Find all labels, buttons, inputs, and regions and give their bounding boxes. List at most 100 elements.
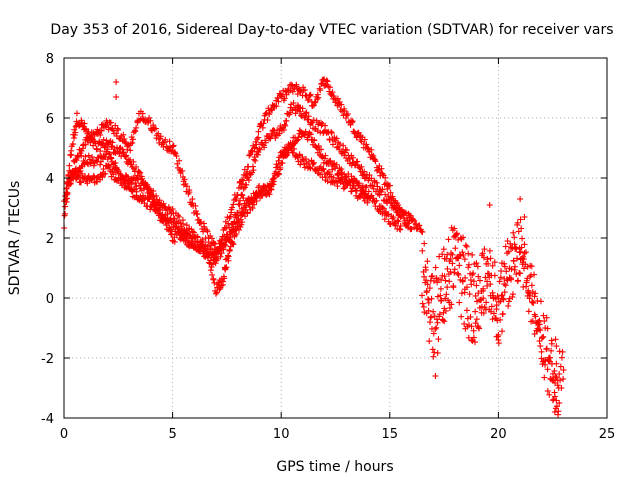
data-point-marker	[447, 268, 454, 275]
data-point-marker	[503, 268, 510, 275]
data-point-marker	[509, 291, 516, 298]
data-point-marker	[425, 299, 432, 306]
data-point-marker	[480, 295, 487, 302]
data-point-marker	[343, 112, 350, 119]
data-point-marker	[328, 129, 335, 136]
data-point-marker	[307, 165, 314, 172]
data-point-marker	[189, 196, 196, 203]
data-point-marker	[330, 174, 337, 181]
data-point-marker	[305, 113, 312, 120]
data-point-marker	[505, 298, 512, 305]
data-point-marker	[336, 141, 343, 148]
data-point-marker	[446, 278, 453, 285]
series-track-f	[419, 235, 563, 418]
data-point-marker	[560, 367, 567, 373]
x-tick-label: 15	[382, 427, 399, 442]
data-point-marker	[194, 211, 201, 218]
data-point-marker	[365, 196, 372, 202]
data-point-marker	[504, 238, 511, 245]
data-point-marker	[244, 210, 251, 217]
data-point-marker	[528, 282, 535, 289]
data-point-marker	[551, 409, 558, 415]
data-point-marker	[165, 218, 172, 225]
data-point-marker	[531, 293, 538, 300]
data-point-marker	[513, 246, 520, 253]
data-point-marker	[312, 166, 319, 173]
data-point-marker	[414, 225, 421, 232]
y-tick-label: 4	[46, 172, 54, 187]
data-point-marker	[462, 242, 469, 249]
data-point-marker	[239, 211, 246, 218]
data-point-marker	[526, 295, 533, 302]
data-point-marker	[495, 337, 502, 343]
data-point-marker	[456, 262, 463, 269]
data-point-marker	[448, 301, 455, 308]
data-point-marker	[518, 225, 525, 232]
data-point-marker	[364, 144, 371, 151]
y-axis-title: SDTVAR / TECUs	[7, 181, 23, 296]
data-point-marker	[396, 225, 403, 232]
data-point-marker	[553, 374, 560, 381]
data-point-marker	[183, 183, 190, 190]
data-point-marker	[478, 303, 485, 310]
data-point-marker	[426, 285, 433, 292]
data-point-marker	[421, 240, 428, 247]
data-point-marker	[274, 171, 281, 178]
data-point-marker	[64, 190, 71, 197]
data-point-marker	[502, 282, 509, 289]
data-point-marker	[211, 253, 218, 260]
data-point-marker	[212, 290, 219, 297]
data-point-marker	[382, 191, 389, 198]
data-point-marker	[425, 307, 432, 314]
data-point-marker	[544, 387, 551, 394]
data-point-marker	[369, 182, 376, 189]
data-point-marker	[500, 296, 507, 303]
data-point-marker	[510, 229, 517, 236]
data-point-marker	[489, 262, 496, 269]
plot-area-border	[63, 57, 608, 419]
data-point-marker	[419, 247, 426, 254]
data-point-marker	[542, 357, 549, 364]
data-point-marker	[121, 135, 128, 142]
data-point-marker	[429, 346, 436, 353]
data-point-marker	[251, 195, 258, 202]
data-point-marker	[248, 147, 255, 154]
data-point-marker	[470, 270, 477, 277]
data-point-marker	[379, 204, 386, 211]
data-point-marker	[540, 312, 547, 319]
data-point-marker	[434, 349, 441, 356]
data-point-marker	[84, 180, 91, 187]
data-point-marker	[132, 179, 139, 186]
data-point-marker	[366, 172, 373, 179]
data-point-marker	[139, 110, 146, 117]
data-point-marker	[548, 360, 555, 367]
data-point-marker	[259, 124, 266, 131]
data-point-marker	[114, 125, 121, 132]
data-point-marker	[459, 278, 466, 285]
data-point-marker	[462, 274, 469, 281]
data-point-marker	[494, 317, 501, 324]
data-point-marker	[439, 251, 446, 258]
data-point-marker	[505, 248, 512, 255]
data-point-marker	[229, 240, 236, 247]
data-point-marker	[499, 328, 506, 335]
data-point-marker	[521, 214, 528, 220]
data-point-marker	[306, 92, 313, 99]
data-point-marker	[551, 367, 558, 374]
data-point-marker	[305, 96, 312, 103]
data-point-marker	[472, 292, 479, 299]
data-point-marker	[266, 111, 273, 118]
data-point-marker	[521, 250, 528, 257]
data-point-marker	[246, 152, 253, 159]
data-point-marker	[120, 149, 127, 156]
data-point-marker	[422, 266, 429, 273]
data-point-marker	[423, 289, 430, 296]
data-point-marker	[107, 119, 114, 126]
data-point-marker	[204, 228, 211, 235]
data-point-marker	[310, 117, 317, 124]
data-point-marker	[271, 170, 278, 177]
data-point-marker	[240, 195, 247, 202]
data-point-marker	[108, 155, 115, 162]
data-point-marker	[311, 137, 318, 144]
data-point-marker	[212, 260, 219, 267]
